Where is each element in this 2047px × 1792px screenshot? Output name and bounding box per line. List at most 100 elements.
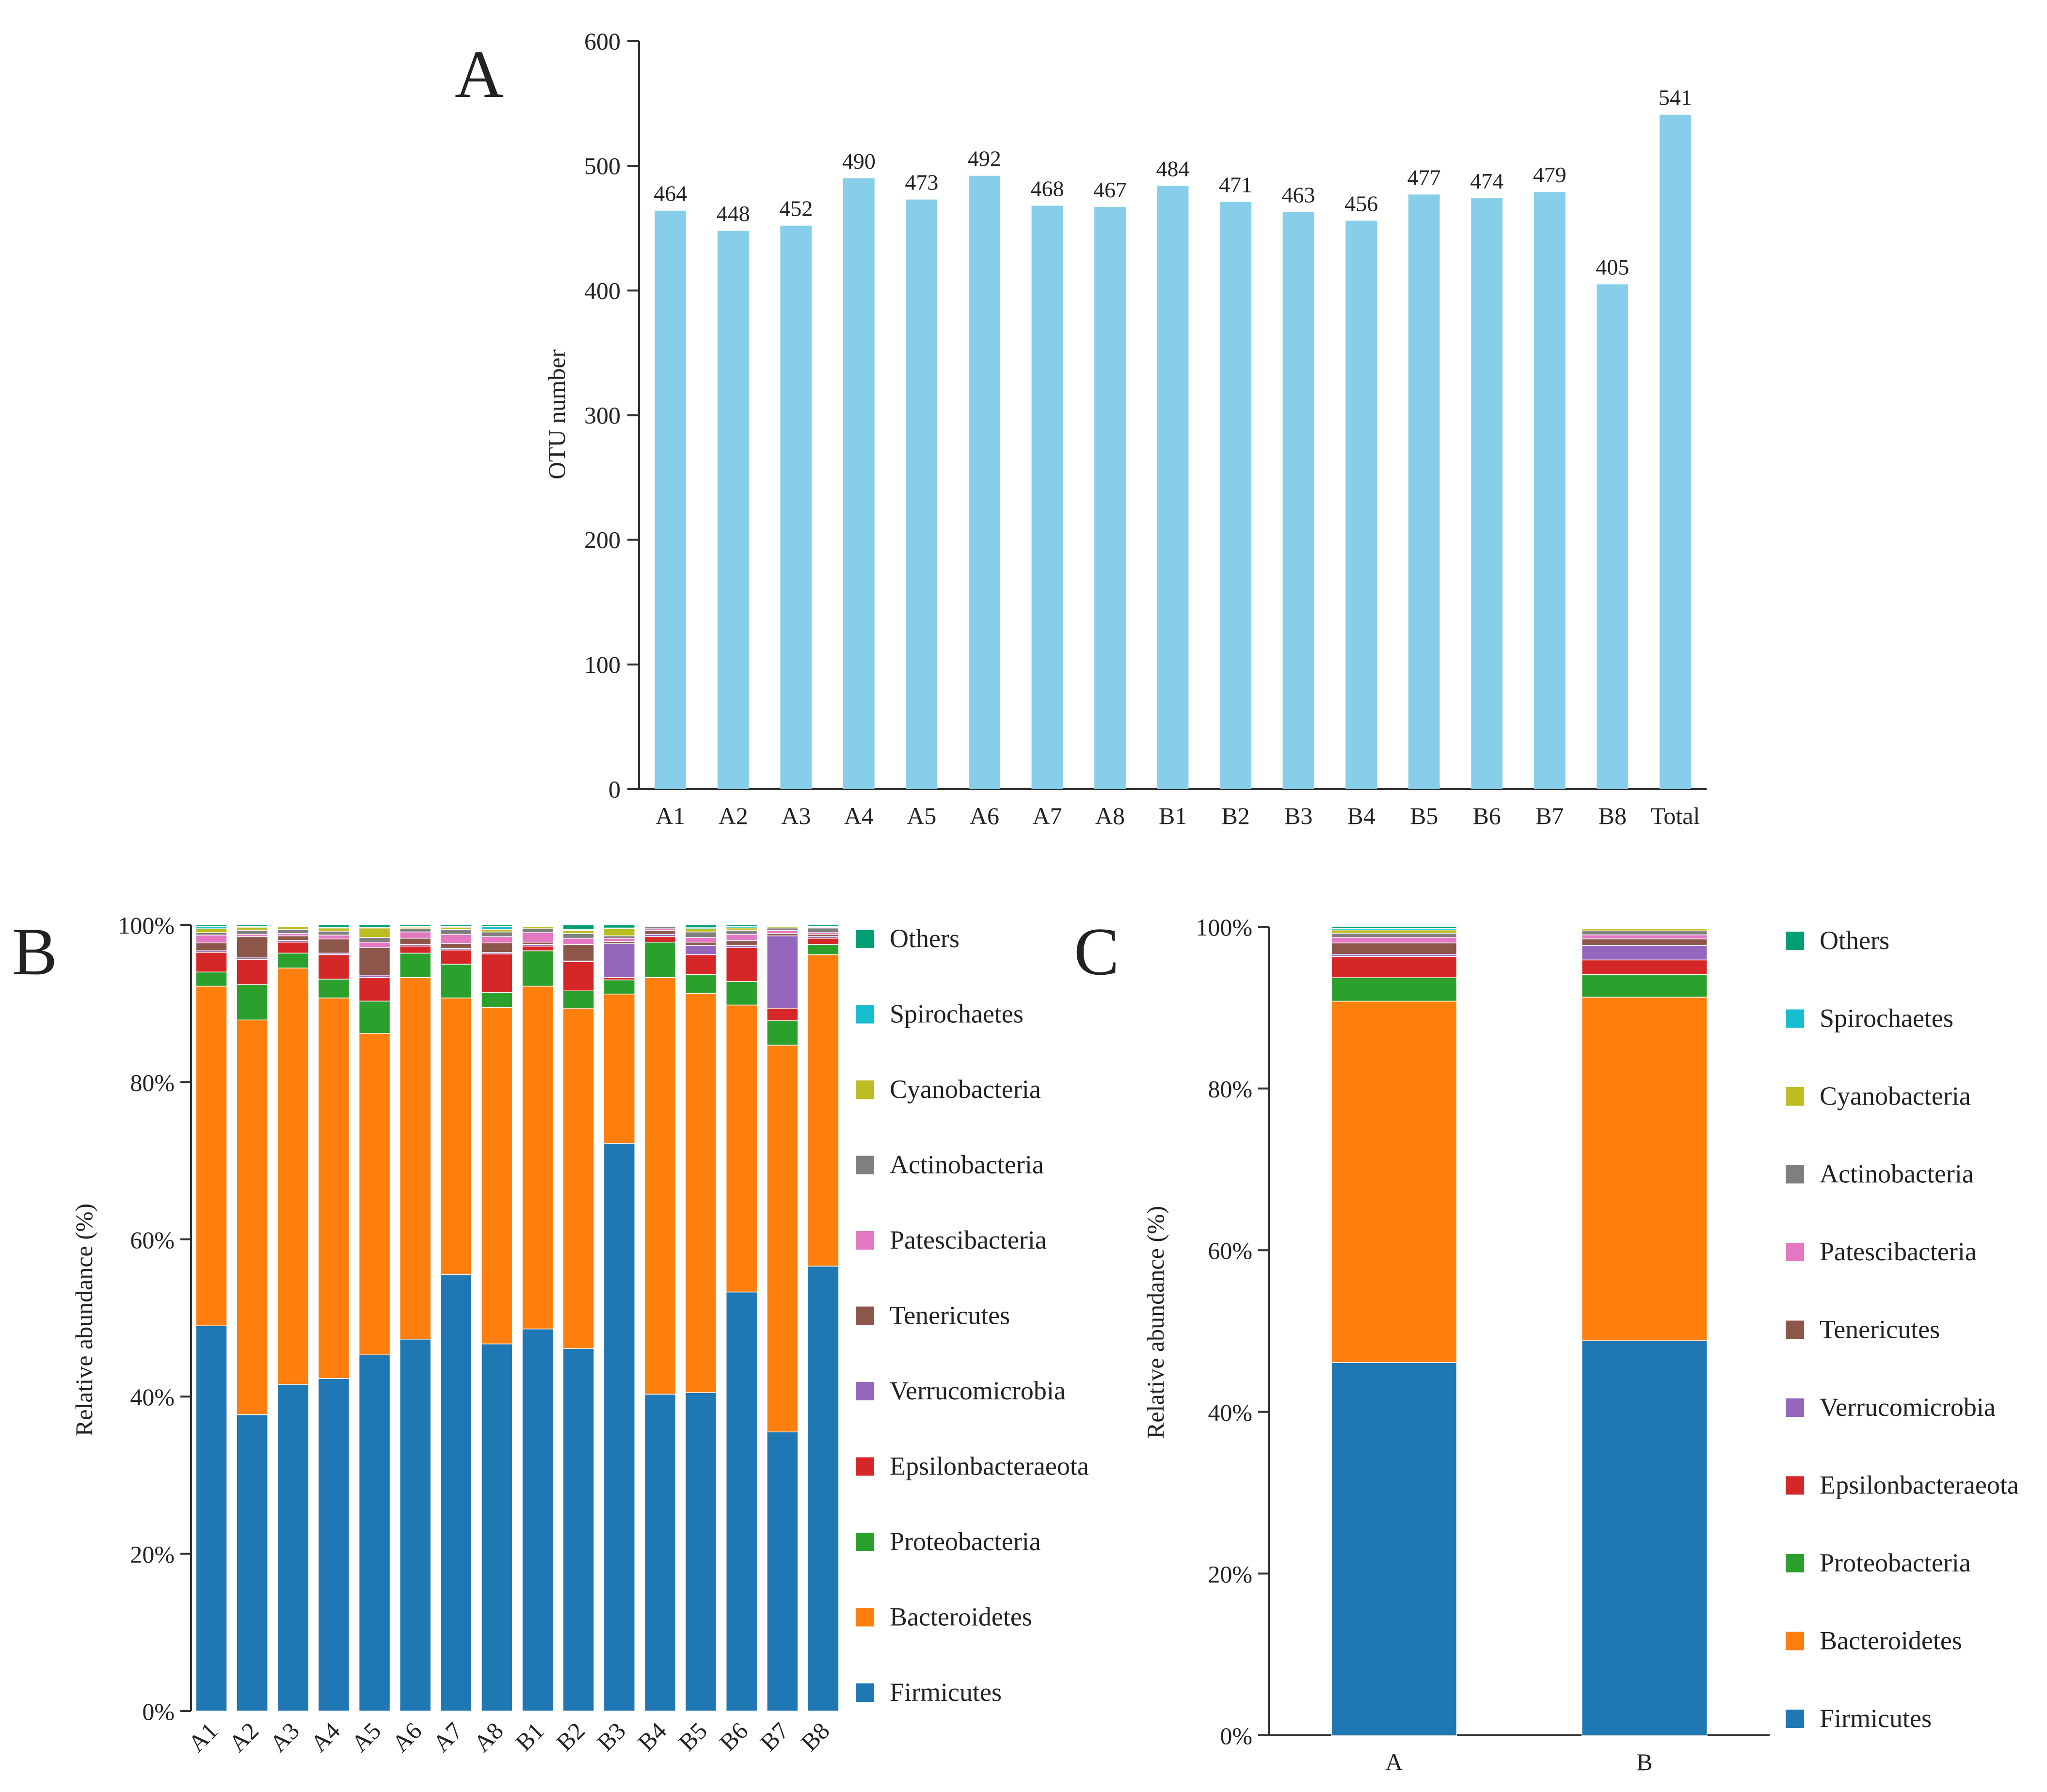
segment-b1-bacteroidetes — [522, 985, 554, 1330]
bar-b1 — [1157, 186, 1189, 789]
x-tick-label-b7: B7 — [1535, 802, 1564, 829]
bar-b6 — [1471, 198, 1503, 789]
panel-b-y-tick-label: 80% — [130, 1069, 175, 1096]
segment-a2-firmicutes — [236, 1414, 268, 1712]
panel-a-y-tick-label: 300 — [584, 402, 621, 429]
legend-label-cyanobacteria: Cyanobacteria — [890, 1075, 1041, 1104]
segment-a4-bacteroidetes — [318, 998, 350, 1379]
panel-c-y-tick-label: 40% — [1208, 1399, 1252, 1426]
x-tick-label-a2: A2 — [719, 802, 748, 829]
segment-a5-actinobacteria — [358, 937, 391, 943]
x-tick-label-b5: B5 — [1410, 802, 1438, 829]
segment-a7-proteobacteria — [440, 964, 472, 999]
segment-a8-proteobacteria — [481, 992, 513, 1008]
segment-b-cyanobacteria — [1581, 928, 1708, 932]
x-tick-label-a1: A1 — [656, 802, 685, 829]
segment-a5-others — [358, 924, 391, 928]
segment-a3-cyanobacteria — [277, 926, 309, 930]
legend-swatch-spirochaetes — [856, 1005, 874, 1024]
bar-b4 — [1345, 221, 1377, 789]
x-tick-label-b6: B6 — [1472, 802, 1501, 829]
segment-a-bacteroidetes — [1331, 1000, 1457, 1363]
segment-a5-cyanobacteria — [358, 927, 391, 938]
segment-b5-proteobacteria — [685, 974, 717, 994]
value-label-a6: 492 — [968, 146, 1001, 171]
x-tick-label-b: B — [1636, 1748, 1652, 1776]
segment-a1-bacteroidetes — [195, 985, 227, 1326]
segment-b6-tenericutes — [725, 940, 758, 946]
segment-b7-verrucomicrobia — [767, 935, 799, 1009]
panel-c-y-tick-label: 100% — [1196, 914, 1252, 941]
segment-a-proteobacteria — [1331, 977, 1457, 1002]
segment-b5-epsilonbacteraeota — [685, 954, 717, 975]
segment-b1-others — [522, 924, 554, 926]
panel-b-y-tick-label: 40% — [130, 1383, 175, 1411]
panel-b-y-tick-label: 60% — [130, 1226, 175, 1253]
segment-b2-tenericutes — [562, 944, 594, 962]
segment-a8-spirochaetes — [481, 926, 513, 930]
segment-a4-actinobacteria — [318, 931, 350, 936]
segment-a2-others — [236, 924, 268, 927]
panel-c-y-tick-label: 20% — [1208, 1560, 1252, 1587]
panel-b-y-tick-label: 20% — [130, 1541, 175, 1568]
segment-a1-patescibacteria — [195, 935, 227, 944]
x-tick-label-b3: B3 — [1284, 802, 1312, 829]
panel-b-y-axis: 0% 20% 40% 60% 80% 100% — [118, 912, 192, 1725]
x-tick-label-a6: A6 — [387, 1717, 427, 1757]
bar-b7 — [1534, 192, 1566, 790]
segment-a-epsilonbacteraeota — [1331, 956, 1457, 978]
segment-b6-proteobacteria — [725, 981, 758, 1006]
x-tick-label-a3: A3 — [781, 802, 811, 829]
segment-b5-verrucomicrobia — [685, 945, 717, 955]
segment-b4-proteobacteria — [644, 941, 676, 978]
panel-c-bars — [1331, 926, 1708, 1736]
legend-swatch-epsilonbacteraeota — [1786, 1476, 1804, 1495]
segment-b-epsilonbacteraeota — [1581, 959, 1708, 975]
segment-a7-firmicutes — [440, 1274, 472, 1712]
segment-b7-patescibacteria — [767, 930, 799, 934]
legend-swatch-firmicutes — [856, 1683, 874, 1702]
segment-b8-actinobacteria — [807, 927, 839, 933]
segment-b6-firmicutes — [725, 1291, 758, 1712]
segment-a5-firmicutes — [358, 1354, 391, 1712]
legend-swatch-bacteroidetes — [1786, 1632, 1804, 1650]
segment-a8-actinobacteria — [481, 931, 513, 937]
segment-b2-others — [562, 924, 594, 930]
segment-b7-epsilonbacteraeota — [767, 1008, 799, 1021]
segment-b1-proteobacteria — [522, 950, 554, 987]
value-label-b4: 456 — [1344, 191, 1378, 216]
segment-b6-bacteroidetes — [725, 1004, 758, 1293]
panel-b-x-tick-labels: A1 A2 A3 A4 A5 A6 A7 A8 B1 B2 B3 B4 B5 B6 B7 B8 — [183, 1717, 835, 1757]
value-label-b8: 405 — [1596, 254, 1629, 279]
segment-a6-proteobacteria — [399, 952, 432, 978]
panel-c-y-tick-label: 60% — [1208, 1237, 1252, 1264]
segment-a8-others — [481, 924, 513, 927]
panel-b-bars — [195, 924, 839, 1712]
legend-label-bacteroidetes: Bacteroidetes — [890, 1602, 1032, 1632]
panel-b-y-tick-label: 100% — [118, 912, 175, 939]
segment-a6-bacteroidetes — [399, 977, 432, 1340]
panel-a-y-tick-label: 400 — [584, 277, 621, 304]
legend-swatch-cyanobacteria — [1786, 1087, 1804, 1106]
bar-a2 — [717, 230, 749, 790]
legend-label-patescibacteria: Patescibacteria — [890, 1225, 1047, 1254]
segment-a3-proteobacteria — [277, 952, 309, 968]
bar-a8 — [1094, 207, 1126, 789]
x-tick-label-a1: A1 — [183, 1717, 223, 1757]
x-tick-label-a4: A4 — [844, 802, 874, 829]
segment-a8-patescibacteria — [481, 936, 513, 944]
segment-a5-bacteroidetes — [358, 1033, 391, 1355]
segment-b4-spirochaetes — [644, 924, 676, 926]
segment-a2-tenericutes — [236, 936, 268, 958]
x-tick-label-a8: A8 — [468, 1717, 509, 1757]
x-tick-label-total: Total — [1650, 802, 1700, 829]
segment-b-others — [1581, 926, 1708, 928]
panel-c-y-tick-label: 80% — [1208, 1076, 1252, 1103]
segment-a6-firmicutes — [399, 1339, 432, 1712]
bar-b2 — [1220, 202, 1251, 789]
bar-a7 — [1031, 206, 1063, 790]
segment-b2-actinobacteria — [562, 933, 594, 939]
x-tick-label-b8: B8 — [1599, 802, 1627, 829]
value-label-a7: 468 — [1030, 176, 1064, 201]
